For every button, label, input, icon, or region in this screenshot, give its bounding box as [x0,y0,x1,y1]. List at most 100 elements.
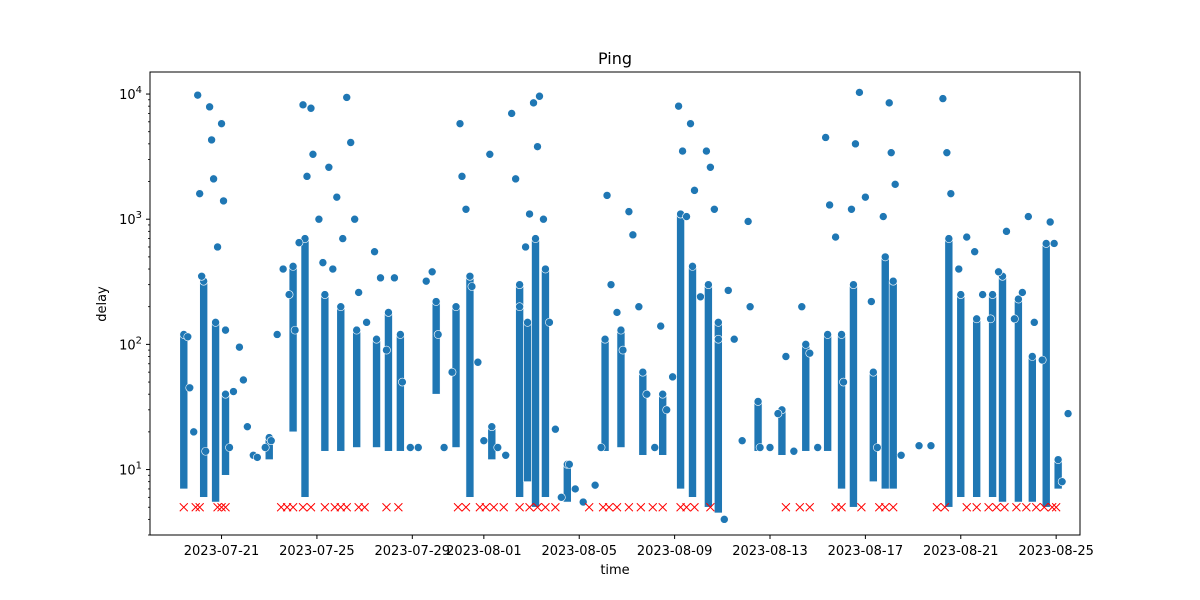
dense-point-band [336,306,346,452]
data-point [823,330,832,339]
failure-marker [781,502,791,512]
failure-marker [541,502,550,512]
dense-point-band [638,371,648,456]
data-point [590,480,600,490]
x-tick-label: 2023-08-21 [923,544,999,559]
data-point [384,308,393,317]
failure-marker [394,502,403,512]
data-point [213,242,222,252]
data-point [890,180,900,189]
data-point [421,276,431,286]
data-point [642,389,652,399]
data-point [690,186,699,195]
dense-point-band [880,256,890,490]
data-point [370,247,379,257]
data-point [219,196,228,206]
dense-point-band [823,334,832,452]
failure-marker [648,502,658,512]
data-point [578,497,588,507]
failure-marker [624,502,634,512]
y-axis-ticks: 101 102 103 104 [119,85,150,536]
failure-marker [382,502,391,512]
failure-marker [453,502,463,512]
data-point [324,162,334,172]
data-point [704,280,713,289]
delay-points [183,88,1073,524]
data-point [352,325,361,335]
data-point [954,264,964,274]
data-point [884,98,894,108]
plot-frame [149,71,1081,536]
data-point [888,276,898,286]
data-point [235,342,244,352]
data-point [851,139,860,149]
data-point [638,367,648,377]
failure-marker [461,502,471,512]
data-point [266,436,276,446]
dense-point-band [300,238,310,498]
dense-point-band [211,322,220,503]
data-point [1029,318,1039,327]
dense-point-band [944,238,954,508]
data-point [515,280,524,289]
data-point [1037,355,1047,365]
data-point [1018,288,1027,297]
data-point [714,334,723,344]
dense-point-band [688,266,697,498]
data-point [986,314,995,324]
dense-point-band [849,284,858,508]
dense-point-band [221,393,230,476]
data-point [396,330,405,339]
failure-marker [191,502,201,512]
data-point [825,200,834,210]
x-tick-label: 2023-08-25 [1018,544,1094,559]
dense-point-band [531,238,540,508]
data-point [302,172,312,181]
x-tick-label: 2023-08-17 [828,544,904,559]
data-point [479,436,489,446]
failure-marker [972,502,982,512]
failure-marker [288,502,298,512]
data-point [320,290,330,299]
data-point [839,377,848,387]
data-point [880,252,890,262]
data-point [183,332,193,342]
data-point [306,103,316,113]
data-point [861,192,870,202]
data-point [433,330,443,339]
failure-marker [880,502,890,512]
dense-point-band [972,318,981,498]
x-tick-label: 2023-08-05 [541,544,617,559]
data-point [201,446,210,456]
failure-marker [481,502,491,512]
data-point [873,443,882,452]
data-point [962,232,972,242]
data-point [511,174,520,184]
data-point [294,238,304,247]
failure-marker [636,502,646,512]
failure-marker [1031,502,1041,512]
dense-point-band [372,338,381,448]
data-point [602,191,612,200]
data-point [1041,239,1051,248]
y-axis-title: delay [95,286,110,322]
data-point [946,189,956,198]
data-point [467,282,477,291]
data-point [596,443,606,452]
data-point [342,93,352,102]
failure-marker [298,502,308,512]
failure-marker [221,502,230,512]
data-point [600,334,610,344]
failure-marker [690,502,699,512]
data-point [978,290,987,299]
data-point [197,271,206,281]
data-point [338,234,348,243]
data-point [485,150,495,159]
data-point [1024,212,1033,221]
data-point [869,367,878,377]
dense-point-band [199,280,208,498]
data-point [729,334,739,344]
data-point [193,90,202,100]
data-point [362,318,371,327]
data-point [431,297,441,306]
